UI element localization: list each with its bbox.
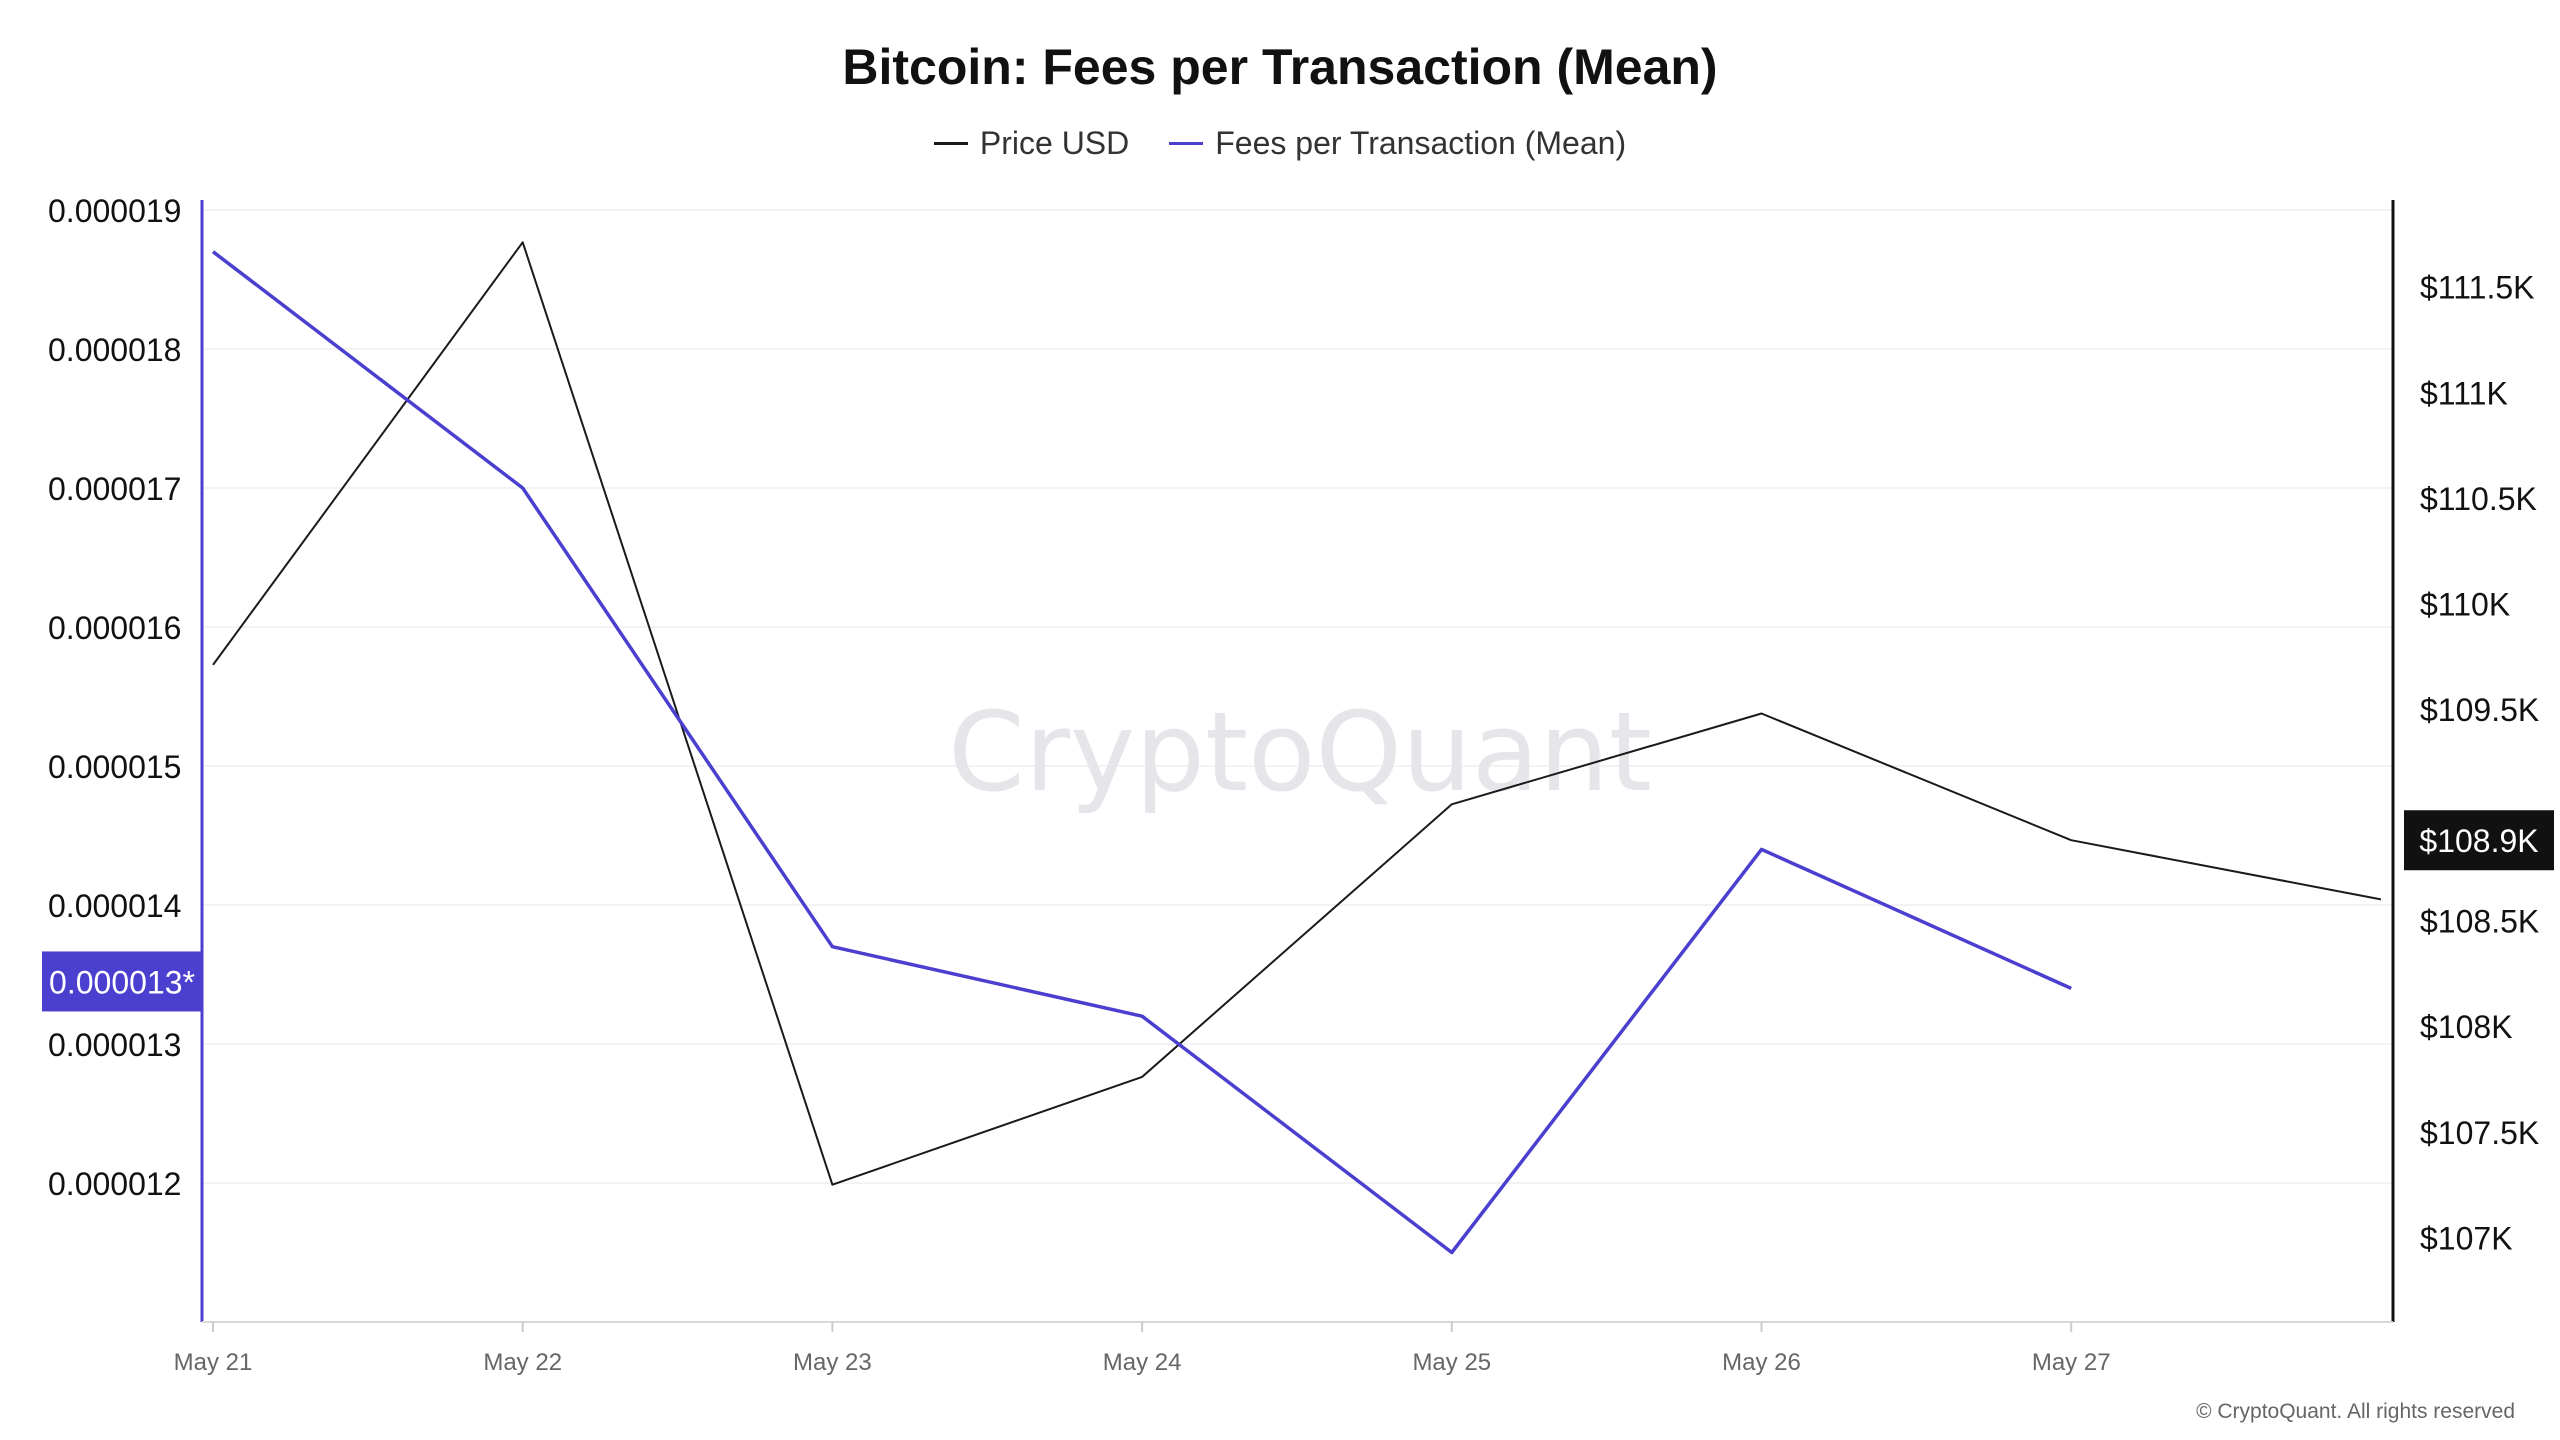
x-tick-label: May 24 [1103,1349,1182,1376]
grid-lines [202,209,2393,1184]
right-tick-label: $107.5K [2420,1115,2539,1151]
watermark-text: CryptoQuant [948,688,1652,816]
left-tick-label: 0.000013 [48,1027,181,1063]
right-tick-label: $110K [2420,587,2510,623]
left-tick-label: 0.000012 [48,1166,181,1202]
right-tick-label: $110.5K [2420,481,2537,517]
legend: Price USD Fees per Transaction (Mean) [0,125,2560,162]
copyright-text: © CryptoQuant. All rights reserved [2196,1400,2515,1423]
x-tick-label: May 23 [793,1349,872,1376]
left-tick-label: 0.000016 [48,610,181,646]
left-tick-label: 0.000018 [48,332,181,368]
axes [200,200,2395,1323]
right-tick-label: $111K [2420,375,2508,411]
legend-item-price[interactable]: Price USD [933,125,1130,162]
x-tick-label: May 21 [174,1349,253,1376]
chart-title: Bitcoin: Fees per Transaction (Mean) [842,39,1718,95]
x-tick-label: May 22 [483,1349,562,1376]
right-tick-label: $107K [2420,1220,2513,1256]
tick-labels: 0.000019 0.000018 0.000017 0.000016 0.000015… [42,193,2554,1376]
right-current-badge [2404,810,2554,871]
left-tick-label: 0.000015 [48,749,181,785]
right-current-label: $108.9K [2419,823,2538,859]
series-lines[interactable] [211,241,2382,1255]
left-current-badge [42,951,202,1012]
legend-label-price: Price USD [979,125,1130,161]
x-tick-label: May 26 [1722,1349,1801,1376]
legend-swatch-price [933,142,968,145]
right-tick-label: $108K [2420,1009,2513,1045]
left-tick-label: 0.000014 [48,888,181,924]
legend-item-fees[interactable]: Fees per Transaction (Mean) [1169,125,1626,162]
fees-per-transaction-line [211,250,2072,1255]
legend-label-fees: Fees per Transaction (Mean) [1215,125,1627,161]
legend-swatch-fees [1169,142,1204,145]
x-tick-label: May 27 [2032,1349,2111,1376]
right-tick-label: $111.5K [2420,270,2534,306]
x-tick-label: May 25 [1412,1349,1491,1376]
right-tick-label: $109.5K [2420,692,2539,728]
right-tick-label: $108.5K [2420,904,2539,940]
price-usd-line [212,241,2382,1186]
left-tick-label: 0.000019 [48,193,181,229]
left-current-label: 0.000013* [49,964,195,1000]
left-tick-label: 0.000017 [48,471,181,507]
